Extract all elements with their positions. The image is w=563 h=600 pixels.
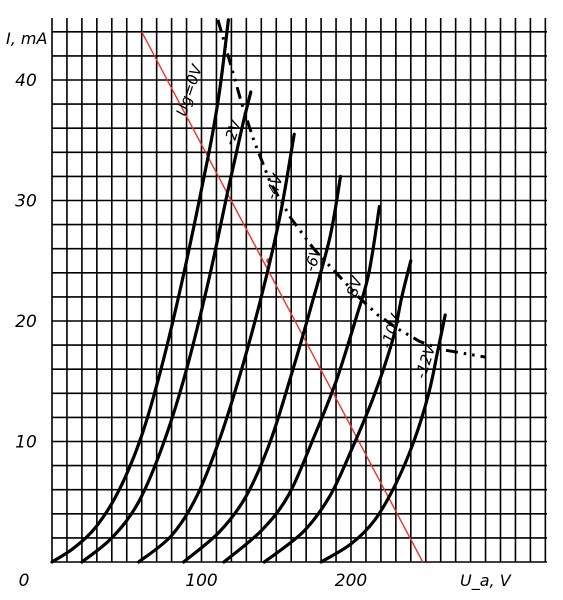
curve-ug-6 — [319, 313, 447, 564]
curve-ug-2 — [137, 132, 296, 564]
y-tick-label: 40 — [15, 71, 37, 91]
y-tick-label: 20 — [15, 312, 37, 332]
y-tick-label: 30 — [15, 192, 37, 212]
grid-voltage-curves — [50, 18, 447, 564]
curve-ug-1 — [80, 90, 253, 564]
max-dissipation-curve — [216, 19, 486, 359]
y-tick-label: 10 — [15, 433, 37, 453]
curve-ug-5 — [262, 259, 413, 564]
y-axis-label: I, mA — [6, 29, 47, 48]
load-line — [141, 31, 424, 563]
x-tick-label: 0 — [19, 571, 30, 591]
dissipation-curve-layer — [216, 19, 486, 359]
x-tick-label: 100 — [185, 571, 217, 591]
grid — [51, 18, 547, 563]
x-axis-label: U_a, V — [460, 571, 512, 591]
x-tick-label: 200 — [335, 571, 367, 591]
curve-ug-3 — [182, 174, 343, 564]
curve-label-1: -2V — [220, 116, 245, 147]
curve-ug-0 — [50, 18, 230, 564]
curve-ug-4 — [222, 204, 381, 564]
tick-labels: 0 100 200 10 20 30 40 — [15, 71, 367, 591]
